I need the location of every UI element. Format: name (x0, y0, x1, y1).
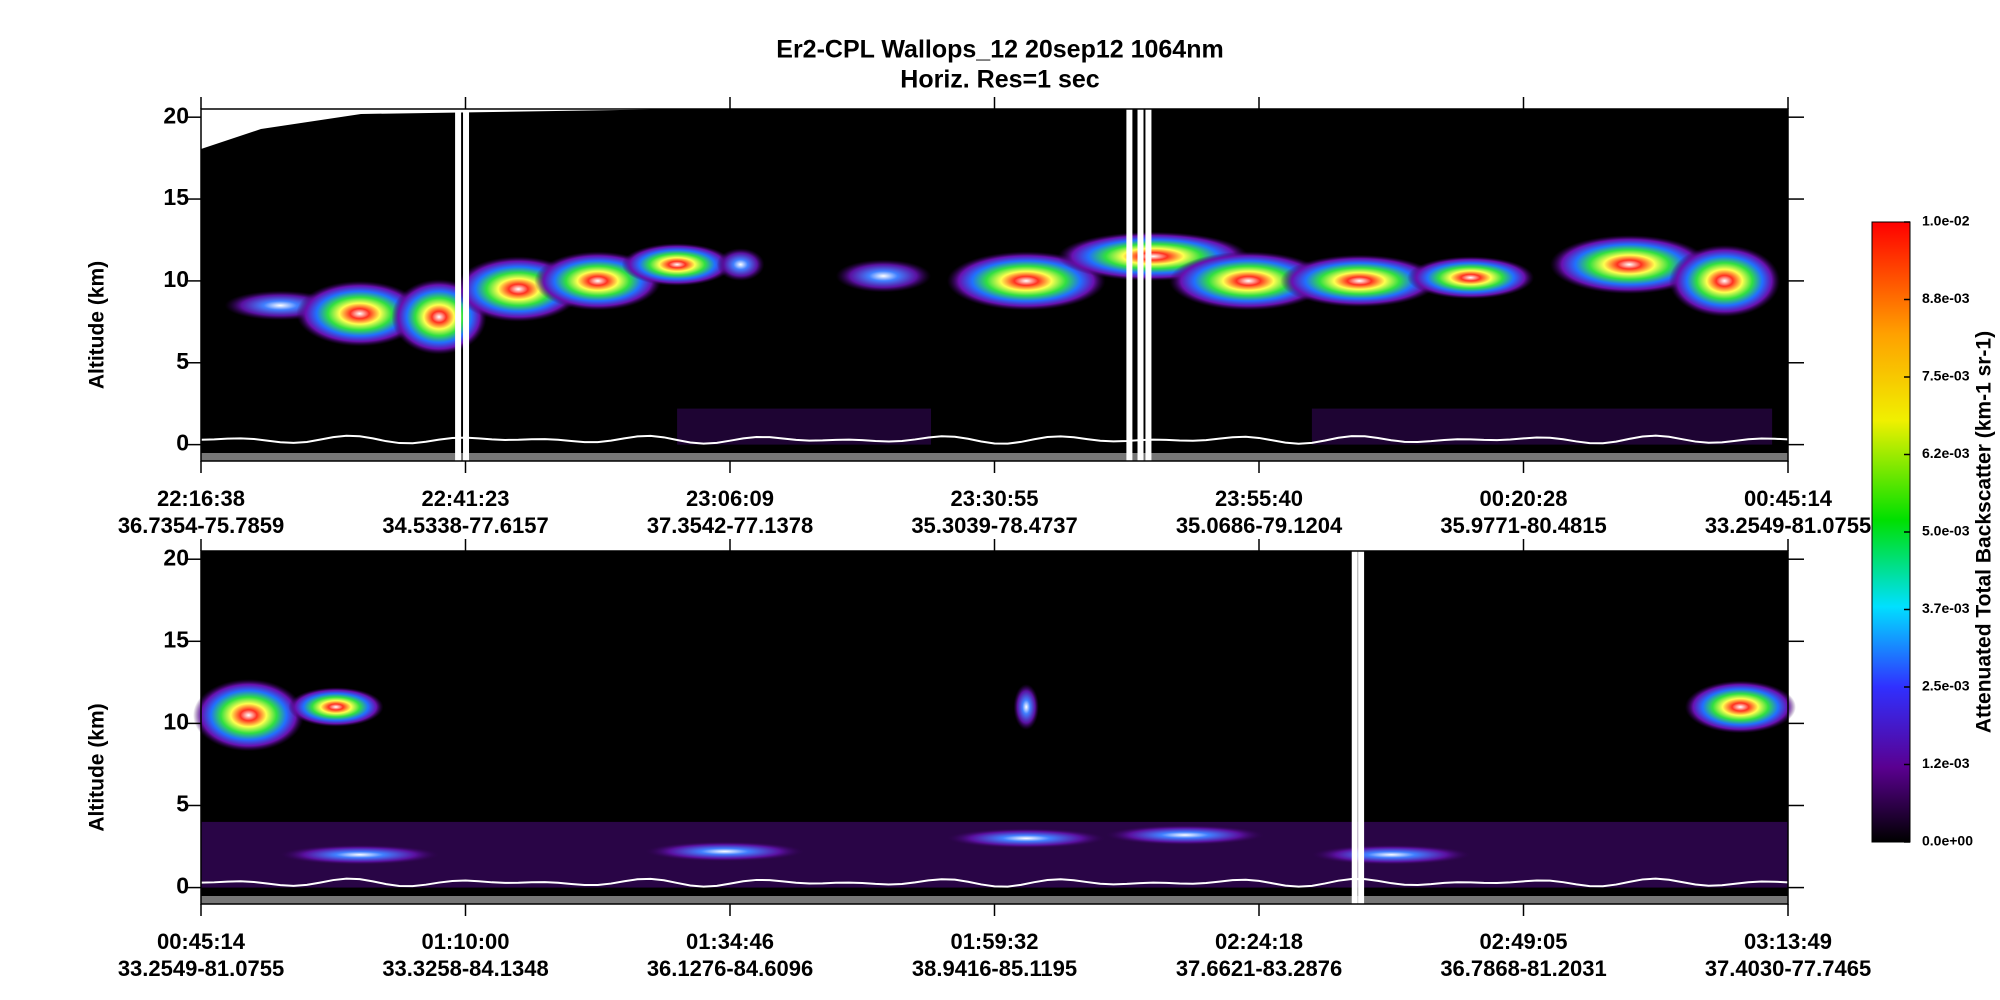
ground (201, 453, 1788, 461)
data-gap (455, 105, 462, 461)
y-tick-label: 15 (163, 184, 189, 210)
cloud-feature (621, 243, 733, 286)
y-tick-label: 5 (176, 348, 189, 374)
x-tick-time: 00:45:14 (157, 929, 246, 954)
data-gap (1358, 547, 1365, 904)
cloud-feature (1668, 244, 1781, 317)
x-tick-location: 38.9416-85.1195 (912, 956, 1077, 981)
cloud-feature (296, 280, 424, 347)
colorbar-tick-label: 3.7e-03 (1922, 600, 1970, 616)
cloud-feature (716, 248, 765, 281)
colorbar-tick-label: 5.0e-03 (1922, 523, 1970, 539)
cloud-feature (1549, 235, 1709, 295)
cloud-feature (1684, 680, 1796, 734)
aerosol-layer (677, 408, 932, 445)
cloud-feature (1013, 683, 1039, 730)
x-tick-time: 00:45:14 (1744, 486, 1833, 511)
cloud-feature (1105, 825, 1265, 846)
x-tick-time: 01:34:46 (686, 929, 774, 954)
x-tick-location: 37.6621-83.2876 (1176, 956, 1342, 981)
cloud-feature (1169, 251, 1328, 311)
data-gap (1126, 105, 1133, 461)
y-axis-label: Altitude (km) (86, 261, 109, 389)
aerosol-layer (1311, 408, 1773, 445)
cloud-feature (946, 828, 1106, 849)
x-tick-time: 23:30:55 (950, 486, 1038, 511)
x-tick-location: 35.3039-78.4737 (911, 513, 1077, 538)
x-tick-time: 02:24:18 (1215, 929, 1303, 954)
cloud-feature (280, 844, 440, 865)
x-tick-time: 23:55:40 (1215, 486, 1303, 511)
data-gap (463, 105, 470, 461)
y-tick-label: 0 (176, 873, 189, 899)
x-tick-time: 03:13:49 (1744, 929, 1832, 954)
y-tick-label: 0 (176, 430, 189, 456)
no-data (201, 109, 681, 149)
colorbar (1871, 221, 1911, 843)
cloud-feature (1311, 844, 1471, 865)
cloud-feature (1407, 256, 1535, 299)
x-tick-location: 34.5338-77.6157 (382, 513, 548, 538)
y-axis-label: Altitude (km) (86, 703, 109, 831)
x-tick-time: 01:10:00 (421, 929, 509, 954)
y-tick-label: 15 (163, 626, 189, 652)
colorbar-tick-label: 0.0e+00 (1922, 833, 1973, 849)
y-tick-label: 10 (163, 266, 189, 292)
data-gap (1351, 547, 1358, 904)
x-tick-location: 35.0686-79.1204 (1176, 513, 1343, 538)
colorbar-tick-label: 1.0e-02 (1922, 213, 1970, 229)
cloud-feature (193, 679, 305, 752)
x-tick-location: 33.2549-81.0755 (118, 956, 284, 981)
chart-subtitle: Horiz. Res=1 sec (900, 66, 1100, 94)
x-tick-location: 37.4030-77.7465 (1705, 956, 1871, 981)
y-tick-label: 20 (163, 102, 189, 128)
x-tick-location: 36.1276-84.6096 (647, 956, 813, 981)
x-tick-time: 02:49:05 (1479, 929, 1567, 954)
x-tick-time: 22:16:38 (157, 486, 245, 511)
colorbar-tick-label: 7.5e-03 (1922, 368, 1970, 384)
colorbar-tick-label: 1.2e-03 (1922, 755, 1970, 771)
x-tick-time: 01:59:32 (950, 929, 1038, 954)
surface-return (200, 877, 1789, 888)
colorbar-tick-label: 2.5e-03 (1922, 678, 1970, 694)
colorbar-tick-label: 6.2e-03 (1922, 445, 1970, 461)
y-tick-label: 10 (163, 708, 189, 734)
x-tick-time: 22:41:23 (421, 486, 509, 511)
cloud-feature (946, 251, 1106, 311)
x-tick-location: 33.3258-84.1348 (382, 956, 548, 981)
x-tick-location: 35.9771-80.4815 (1440, 513, 1606, 538)
colorbar-tick-label: 8.8e-03 (1922, 290, 1970, 306)
cloud-feature (288, 687, 384, 727)
ground (201, 896, 1788, 904)
cloud-feature (1280, 254, 1439, 308)
x-tick-time: 23:06:09 (686, 486, 774, 511)
x-tick-time: 00:20:28 (1479, 486, 1567, 511)
x-tick-location: 36.7868-81.2031 (1440, 956, 1606, 981)
y-tick-label: 20 (163, 544, 189, 570)
data-gap (1145, 105, 1152, 461)
colorbar-label: Attenuated Total Backscatter (km-1 sr-1) (1973, 331, 1996, 733)
x-tick-location: 36.7354-75.7859 (118, 513, 284, 538)
cloud-feature (835, 259, 932, 293)
y-tick-label: 5 (176, 791, 189, 817)
chart-title: Er2-CPL Wallops_12 20sep12 1064nm (776, 36, 1223, 64)
x-tick-location: 37.3542-77.1378 (647, 513, 813, 538)
cloud-feature (645, 841, 805, 862)
x-tick-location: 33.2549-81.0755 (1705, 513, 1871, 538)
data-gap (1137, 105, 1144, 461)
